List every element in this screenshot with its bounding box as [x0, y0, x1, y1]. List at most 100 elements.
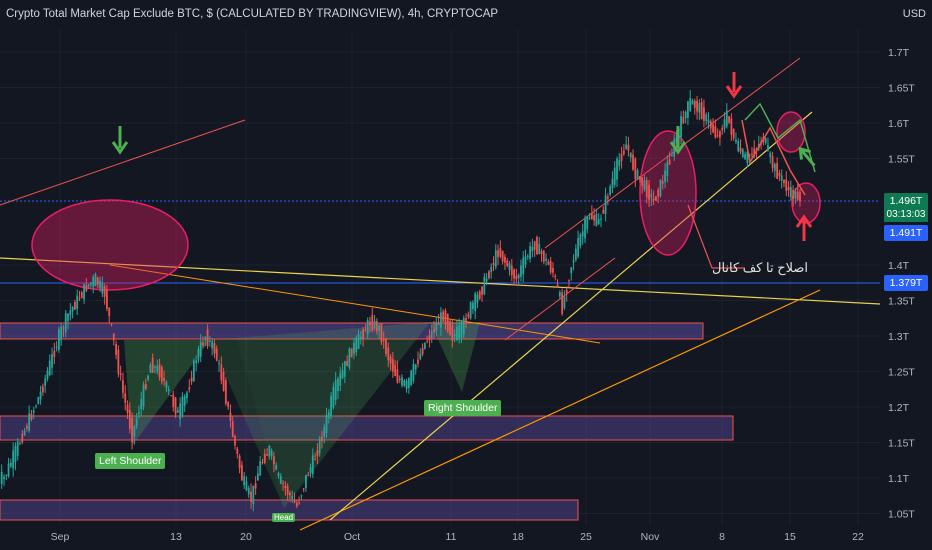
candle-body [298, 502, 300, 504]
x-axis[interactable]: Sep 13 20 Oct 11 18 25 Nov 8 15 22 [51, 531, 864, 543]
candle-body [435, 323, 438, 331]
x-tick-label: 25 [580, 531, 592, 543]
candle-body [311, 455, 314, 475]
candle-body [460, 321, 463, 338]
candle-body [554, 275, 557, 278]
candle-body [462, 318, 465, 335]
candle-body [417, 359, 419, 364]
candle-body [240, 465, 243, 481]
candle-body [423, 342, 426, 349]
candle-body [90, 282, 92, 285]
candle-body [259, 461, 262, 476]
left-shoulder-label: Left Shoulder [95, 453, 166, 469]
red-channel-bottom [504, 257, 616, 341]
candle-body [748, 155, 751, 157]
candle-body [689, 98, 692, 111]
candle-body [661, 181, 664, 184]
candle-body [53, 350, 56, 357]
candle-body [574, 248, 577, 261]
yellow-support [329, 111, 813, 521]
candle-body [389, 356, 392, 364]
candle-body [140, 399, 143, 410]
candle-body [318, 438, 321, 454]
candle-body [778, 172, 781, 176]
candle-body [275, 465, 278, 470]
candle-body [588, 217, 591, 219]
candle-body [261, 461, 264, 463]
candle-body [458, 325, 461, 338]
candle-body [783, 180, 785, 184]
candle-body [444, 310, 447, 325]
candle-body [236, 448, 239, 454]
candle-body [737, 141, 740, 152]
candle-body [144, 384, 147, 390]
candle-body [208, 340, 211, 342]
y-tick-label: 1.25T [888, 367, 915, 379]
candle-body [291, 495, 294, 500]
candle-body [449, 321, 451, 335]
candle-body [597, 218, 600, 225]
candle-body [160, 366, 163, 382]
currency-label[interactable]: USD [902, 8, 926, 20]
candle-body [19, 443, 21, 445]
candle-body [284, 485, 287, 489]
candle-body [407, 378, 410, 388]
red-up-arrow-icon [795, 214, 813, 241]
candle-body [158, 363, 161, 378]
candle-body [508, 263, 511, 271]
candle-body [337, 378, 339, 392]
candle-body [730, 118, 733, 135]
candle-body [570, 267, 573, 274]
candle-body [485, 278, 488, 282]
candle-body [636, 170, 639, 179]
candle-body [794, 191, 797, 199]
y-axis[interactable]: 1.7T 1.65T 1.6T 1.55T 1.4T 1.35T 1.3T 1.25T 1.2T… [888, 47, 915, 521]
candle-body [590, 213, 593, 220]
candle-body [609, 186, 612, 195]
candle-body [764, 138, 767, 144]
candle-body [211, 341, 214, 349]
arrow-pointer-red [687, 204, 713, 269]
y-tick-label: 1.1T [888, 473, 910, 485]
y-tick-label: 1.55T [888, 154, 915, 166]
candle-body [687, 101, 689, 118]
candle-body [648, 184, 650, 200]
candle-body [659, 179, 662, 197]
candle-body [266, 454, 268, 456]
y-tick-label: 1.6T [888, 118, 910, 130]
candle-body [723, 119, 726, 129]
candle-body [478, 291, 481, 299]
candle-body [12, 450, 15, 469]
candle-body [769, 152, 772, 157]
candle-body [128, 410, 131, 429]
candle-body [188, 387, 191, 390]
candle-body [343, 360, 346, 377]
candle-body [577, 238, 580, 257]
current-price-label: 1.496T [884, 193, 928, 209]
candle-body [305, 474, 307, 489]
candle-body [536, 236, 538, 254]
candle-body [286, 486, 289, 495]
candle-body [179, 403, 182, 420]
candle-body [504, 256, 506, 263]
candle-body [224, 380, 227, 404]
candle-body [314, 459, 316, 461]
candle-body [437, 322, 440, 325]
countdown-label: 03:13:03 [884, 208, 928, 222]
candle-body [156, 365, 159, 372]
red-trendline-left [0, 119, 246, 206]
candle-body [133, 425, 136, 437]
candle-body [396, 369, 399, 383]
y-tick-label: 1.7T [888, 47, 910, 59]
candle-body [234, 435, 236, 446]
candle-body [355, 337, 358, 353]
candle-body [494, 250, 497, 268]
y-tick-label: 1.35T [888, 296, 915, 308]
candle-body [0, 472, 3, 484]
green-down-arrow-icon [111, 126, 129, 155]
candle-body [112, 333, 115, 341]
candle-body [401, 377, 403, 386]
candle-body [321, 436, 323, 442]
candle-body [741, 149, 744, 157]
